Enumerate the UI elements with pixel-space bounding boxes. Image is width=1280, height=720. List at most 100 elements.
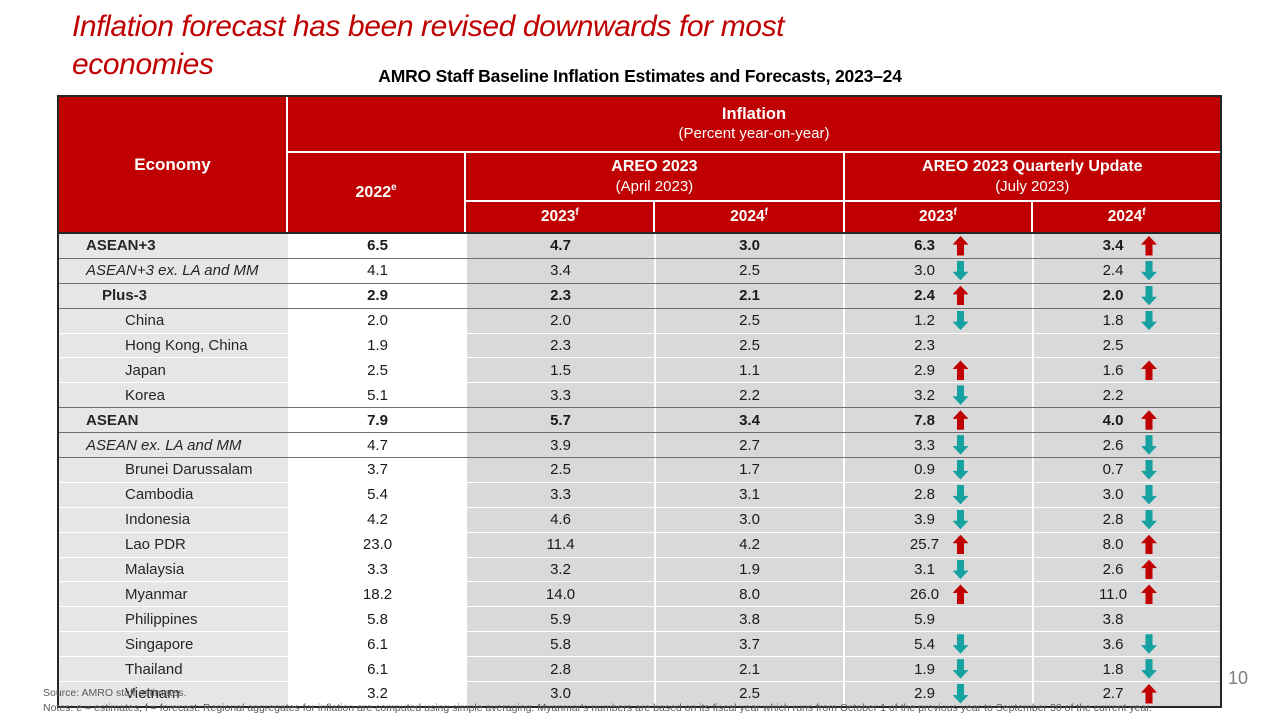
value-2022: 5.4 (288, 482, 465, 507)
cell-value: 1.8 (1102, 312, 1124, 330)
value-jul-2024: 1.8 (1032, 308, 1220, 333)
header-april-2024-sup: f (764, 206, 768, 218)
value-jul-2024: 11.0 (1032, 582, 1220, 607)
economy-name: Hong Kong, China (125, 337, 248, 354)
cell-value: 2.5 (1102, 337, 1124, 354)
down-arrow-icon (952, 260, 969, 281)
header-2022: 2022 e (288, 153, 464, 232)
table-row: Thailand 6.1 2.8 2.1 1.9 1.8 (59, 656, 1220, 682)
cell-value: 25.7 (909, 536, 940, 554)
value-apr-2024: 4.2 (654, 532, 843, 557)
value-apr-2024: 2.5 (654, 333, 843, 358)
cell-value: 0.7 (1102, 461, 1124, 479)
value-jul-2024: 3.4 (1032, 234, 1220, 258)
value-jul-2024: 2.5 (1032, 333, 1220, 358)
economy-name: Thailand (125, 660, 183, 678)
cell-value: 6.3 (914, 237, 935, 255)
economy-name: Vietnam (125, 685, 180, 703)
down-arrow-icon (952, 310, 969, 331)
value-2022: 6.5 (288, 234, 465, 258)
value-jul-2023: 1.2 (843, 308, 1032, 333)
cell-value: 3.6 (1102, 635, 1124, 653)
page-number: 10 (1228, 668, 1249, 688)
header-july-2024: 2024 f (1031, 202, 1220, 232)
header-economy: Economy (134, 154, 211, 174)
economy-name: ASEAN (86, 411, 139, 429)
up-arrow-icon (952, 534, 969, 555)
value-jul-2024: 8.0 (1032, 532, 1220, 557)
economy-name: Singapore (125, 635, 194, 653)
up-arrow-icon (1141, 410, 1157, 430)
table-row: Brunei Darussalam 3.7 2.5 1.7 0.9 0.7 (59, 457, 1220, 482)
table-row: Korea 5.1 3.3 2.2 3.2 2.2 (59, 382, 1220, 408)
economy-cell: Hong Kong, China (59, 333, 288, 358)
cell-value: 2.9 (914, 361, 935, 379)
value-jul-2024: 2.6 (1032, 557, 1220, 582)
table-row: ASEAN+3 6.5 4.7 3.0 6.3 3.4 (59, 234, 1220, 258)
value-2022: 3.2 (288, 682, 465, 706)
cell-value: 26.0 (909, 585, 940, 603)
table-row: China 2.0 2.0 2.5 1.2 1.8 (59, 307, 1220, 333)
header-areo-april-title: AREO 2023 (611, 157, 698, 175)
cell-value: 2.4 (1102, 262, 1124, 280)
cell-value: 3.4 (1102, 237, 1124, 255)
cell-value: 1.2 (914, 312, 935, 330)
value-2022: 2.9 (288, 283, 465, 308)
down-arrow-icon (1141, 285, 1157, 306)
value-apr-2024: 3.0 (654, 507, 843, 532)
economy-cell: Singapore (59, 632, 288, 657)
up-arrow-icon (952, 584, 969, 604)
header-july-2023-sup: f (953, 206, 957, 218)
value-jul-2024: 3.8 (1032, 607, 1220, 632)
down-arrow-icon (952, 559, 969, 580)
value-jul-2024: 4.0 (1032, 408, 1220, 433)
cell-value: 2.2 (1102, 386, 1124, 404)
table-row: Japan 2.5 1.5 1.1 2.9 1.6 (59, 357, 1220, 383)
cell-value: 1.8 (1102, 660, 1124, 678)
value-apr-2023: 5.7 (465, 408, 654, 433)
value-apr-2024: 1.9 (654, 557, 843, 582)
value-2022: 4.1 (288, 258, 465, 283)
value-jul-2023: 2.8 (843, 482, 1032, 507)
value-apr-2024: 3.7 (654, 632, 843, 657)
value-jul-2023: 3.2 (843, 383, 1032, 408)
table-header: Economy Inflation (Percent year-on-year)… (59, 97, 1220, 234)
cell-value: 5.4 (914, 635, 935, 653)
value-jul-2024: 2.6 (1032, 433, 1220, 458)
value-2022: 23.0 (288, 532, 465, 557)
down-arrow-icon (952, 385, 969, 405)
economy-name: Indonesia (125, 511, 191, 529)
up-arrow-icon (952, 410, 969, 430)
header-july-2023: 2023 f (845, 202, 1032, 232)
slide-title-line2: economies (72, 48, 214, 81)
header-july-2024-label: 2024 (1107, 208, 1143, 225)
value-jul-2023: 26.0 (843, 582, 1032, 607)
value-2022: 4.2 (288, 507, 465, 532)
header-inflation-title: Inflation (721, 105, 787, 123)
inflation-table: Economy Inflation (Percent year-on-year)… (57, 95, 1222, 708)
value-2022: 3.3 (288, 557, 465, 582)
cell-value: 2.8 (914, 486, 935, 504)
economy-name: Myanmar (125, 585, 188, 603)
value-jul-2023: 0.9 (843, 458, 1032, 482)
value-jul-2023: 3.3 (843, 433, 1032, 458)
economy-name: Brunei Darussalam (125, 461, 253, 479)
economy-cell: Lao PDR (59, 532, 288, 557)
cell-value: 3.0 (1102, 486, 1124, 504)
notes-line: Notes: e = estimates, f = forecast. Regi… (43, 702, 1153, 714)
down-arrow-icon (1141, 310, 1157, 331)
down-arrow-icon (952, 659, 969, 679)
economy-cell: Myanmar (59, 582, 288, 607)
value-apr-2023: 3.4 (465, 258, 654, 283)
value-jul-2023: 2.9 (843, 358, 1032, 383)
value-apr-2023: 4.7 (465, 234, 654, 258)
header-2022-label: 2022 (355, 183, 392, 201)
cell-value: 2.3 (914, 337, 935, 354)
value-apr-2023: 5.8 (465, 632, 654, 657)
cell-value: 3.8 (1102, 610, 1124, 628)
value-jul-2024: 2.4 (1032, 258, 1220, 283)
table-row: Indonesia 4.2 4.6 3.0 3.9 2.8 (59, 506, 1220, 532)
economy-cell: China (59, 308, 288, 333)
value-apr-2024: 3.0 (654, 234, 843, 258)
